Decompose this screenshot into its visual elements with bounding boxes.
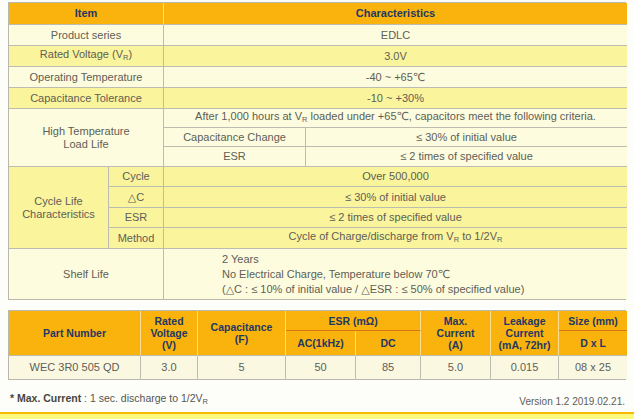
version-label: Version 1.2 2019.02.21. (519, 396, 625, 407)
spec-row-label: Operating Temperature (9, 67, 164, 88)
vr-subscript: R (497, 235, 502, 244)
cycle-life-method-value: Cycle of Charge/discharge from V R to 1/2… (164, 228, 627, 249)
part-header-esr: ESR (mΩ) (286, 311, 421, 331)
part-header-esr-dc: DC (356, 331, 421, 356)
cycle-life-sub-label: Cycle (109, 167, 164, 187)
shelf-life-line3: (△C : ≤ 10% of initial value / △ESR : ≤ … (222, 282, 625, 297)
shelf-life-label: Shelf Life (9, 249, 164, 299)
part-header-capacitance: Capacitance (F) (198, 311, 286, 356)
max-current-footnote: * Max. Current : 1 sec. discharge to 1/2… (10, 392, 208, 406)
spec-row-label: Product series (9, 25, 164, 46)
spec-table: Item Characteristics Product series EDLC… (8, 2, 626, 300)
spec-row-label: Rated Voltage (VR) (9, 46, 164, 67)
part-number-table: Part Number Rated Voltage (V) Capacitanc… (8, 310, 626, 380)
spec-header-characteristics: Characteristics (164, 3, 627, 25)
part-header-part-number: Part Number (9, 311, 141, 356)
high-temp-sub-label: Capacitance Change (164, 128, 306, 147)
shelf-life-value: 2 Years No Electrical Charge, Temperatur… (164, 249, 627, 299)
part-header-max-current: Max. Current (A) (421, 311, 491, 356)
cycle-life-sub-value: ≤ 2 times of specified value (164, 208, 627, 228)
criteria-text: After 1,000 hours at V (195, 110, 302, 122)
part-header-leakage-current: Leakage Current (mA, 72hr) (491, 311, 559, 356)
cycle-life-sub-value: ≤ 30% of initial value (164, 187, 627, 208)
part-header-size: Size (mm) (559, 311, 627, 331)
high-temp-sub-value: ≤ 30% of initial value (306, 128, 627, 147)
footnote-bold-text: * Max. Current (10, 392, 81, 404)
spec-row-value: EDLC (164, 25, 627, 46)
rated-voltage-value: 3.0 (141, 356, 198, 379)
esr-ac-value: 50 (286, 356, 356, 379)
spec-row-value: -40 ~ +65℃ (164, 67, 627, 88)
part-header-esr-ac: AC(1kHz) (286, 331, 356, 356)
part-number-value: WEC 3R0 505 QD (9, 356, 141, 379)
spec-row-label: Capacitance Tolerance (9, 88, 164, 109)
high-temp-criteria: After 1,000 hours at VR loaded under +65… (164, 109, 627, 128)
datasheet-page: Item Characteristics Product series EDLC… (0, 0, 634, 419)
vr-subscript: R (203, 397, 208, 406)
shelf-life-line2: No Electrical Charge, Temperature below … (222, 267, 625, 282)
spec-row-value: -10 ~ +30% (164, 88, 627, 109)
cycle-life-sub-label: ESR (109, 208, 164, 228)
shelf-life-line1: 2 Years (222, 252, 625, 267)
max-current-value: 5.0 (421, 356, 491, 379)
capacitance-value: 5 (198, 356, 286, 379)
high-temp-sub-value: ≤ 2 times of specified value (306, 147, 627, 167)
high-temp-load-life-label: High Temperature Load Life (9, 109, 164, 167)
method-text-mid: to 1/2V (459, 230, 497, 242)
leakage-current-value: 0.015 (491, 356, 559, 379)
cycle-life-label: Cycle Life Characteristics (9, 167, 109, 249)
cycle-life-method-label: Method (109, 228, 164, 249)
footnote-text: : 1 sec. discharge to 1/2V (81, 392, 202, 404)
size-value: 08 x 25 (559, 356, 627, 379)
esr-dc-value: 85 (356, 356, 421, 379)
part-header-rated-voltage: Rated Voltage (V) (141, 311, 198, 356)
criteria-text-end: loaded under +65℃, capacitors meet the f… (308, 110, 596, 122)
spec-row-value: 3.0V (164, 46, 627, 67)
cycle-life-sub-label: △C (109, 187, 164, 208)
high-temp-sub-label: ESR (164, 147, 306, 167)
spec-header-item: Item (9, 3, 164, 25)
cycle-life-sub-value: Over 500,000 (164, 167, 627, 187)
part-header-size-dxl: D x L (559, 331, 627, 356)
rated-voltage-text: Rated Voltage (V (40, 48, 123, 60)
method-text: Cycle of Charge/discharge from V (289, 230, 454, 242)
rated-voltage-text-end: ) (128, 48, 132, 60)
bottom-accent-strip (0, 412, 634, 419)
